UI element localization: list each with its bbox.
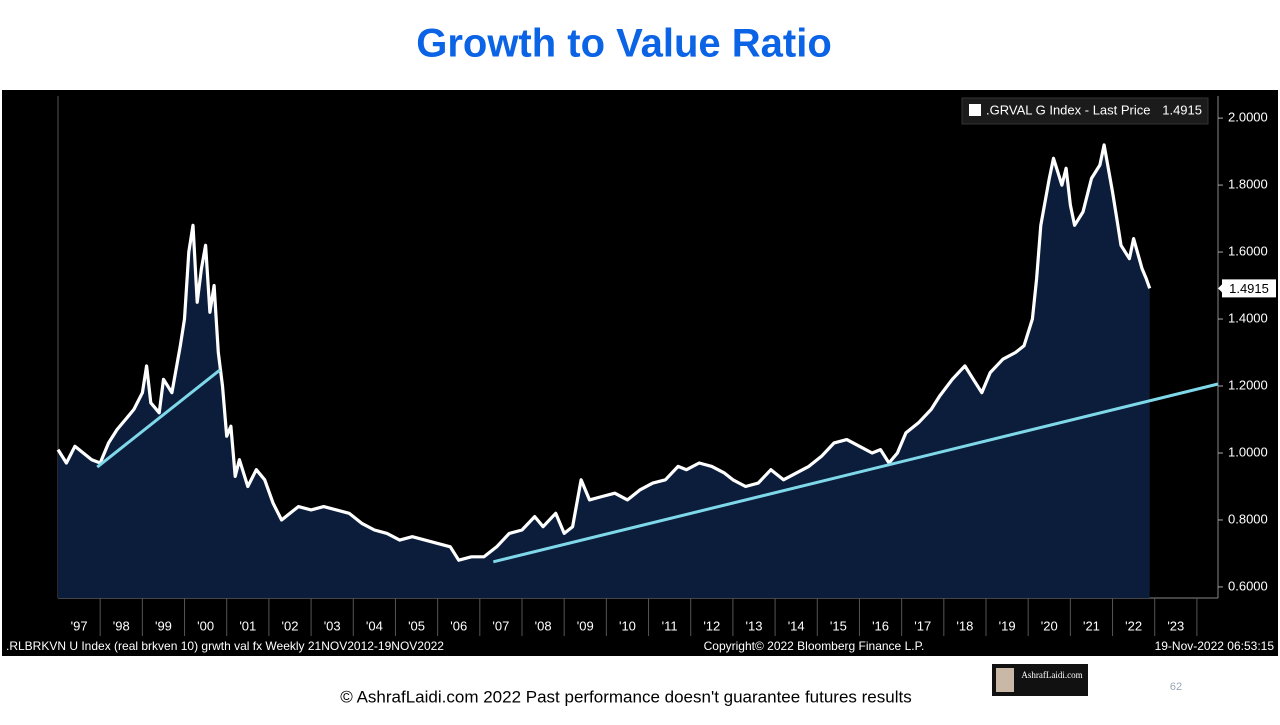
y-tick-label: 0.8000 xyxy=(1228,511,1268,526)
area-fill xyxy=(58,144,1150,598)
y-tick-label: 1.4000 xyxy=(1228,310,1268,325)
x-tick-label: '15 xyxy=(830,618,847,633)
y-tick-label: 2.0000 xyxy=(1228,110,1268,125)
x-tick-label: '02 xyxy=(282,618,299,633)
logo-photo xyxy=(996,668,1014,692)
y-tick-label: 1.2000 xyxy=(1228,377,1268,392)
x-tick-label: '04 xyxy=(366,618,383,633)
legend-box xyxy=(961,97,1209,125)
footer-center: Copyright© 2022 Bloomberg Finance L.P. xyxy=(704,639,925,653)
y-tick-label: 0.6000 xyxy=(1228,578,1268,593)
x-tick-label: '17 xyxy=(914,618,931,633)
x-tick-label: '06 xyxy=(450,618,467,633)
x-tick-label: '16 xyxy=(872,618,889,633)
x-tick-label: '08 xyxy=(535,618,552,633)
x-tick-label: '97 xyxy=(71,618,88,633)
x-tick-label: '11 xyxy=(662,618,678,633)
x-tick-label: '23 xyxy=(1167,618,1184,633)
y-tick-label: 1.6000 xyxy=(1228,243,1268,258)
last-price-label: 1.4915 xyxy=(1229,281,1269,296)
plot: 0.6000 0.8000 1.0000 1.2000 1.4000 1.6000 1.80… xyxy=(6,96,1276,653)
page-number: 62 xyxy=(1170,681,1182,693)
x-tick-label: '03 xyxy=(324,618,341,633)
last-price-tag xyxy=(1222,279,1276,298)
x-tick-label: '98 xyxy=(113,618,130,633)
trendline xyxy=(96,368,221,469)
y-tick-label: 1.8000 xyxy=(1228,177,1268,192)
x-tick-label: '18 xyxy=(956,618,973,633)
x-tick-label: '19 xyxy=(999,618,1016,633)
footer-left: .RLBRKVN U Index (real brkven 10) grwth … xyxy=(6,639,444,653)
legend-label: .GRVAL G Index - Last Price xyxy=(986,102,1151,117)
x-tick-label: '12 xyxy=(703,618,720,633)
disclaimer: © AshrafLaidi.com 2022 Past performance … xyxy=(340,687,911,706)
legend-swatch xyxy=(969,104,981,116)
x-tick-label: '21 xyxy=(1083,618,1100,633)
y-tick-label: 1.0000 xyxy=(1228,444,1268,459)
logo-text: AshrafLaidi.com xyxy=(1021,670,1082,680)
footer-right: 19-Nov-2022 06:53:15 xyxy=(1155,639,1275,653)
x-tick-label: '09 xyxy=(577,618,594,633)
legend-value: 1.4915 xyxy=(1162,102,1202,117)
chart-title: Growth to Value Ratio xyxy=(416,22,832,66)
x-tick-label: '22 xyxy=(1125,618,1142,633)
x-tick-label: '05 xyxy=(408,618,425,633)
x-tick-label: '14 xyxy=(788,618,805,633)
x-tick-label: '01 xyxy=(239,618,256,633)
series-line xyxy=(56,143,1152,562)
x-tick-label: '10 xyxy=(619,618,636,633)
x-tick-label: '20 xyxy=(1041,618,1058,633)
last-price-pointer xyxy=(1218,283,1223,294)
x-tick-label: '99 xyxy=(155,618,172,633)
trendline xyxy=(492,382,1219,564)
x-tick-label: '00 xyxy=(197,618,214,633)
x-tick-label: '13 xyxy=(746,618,763,633)
x-tick-label: '07 xyxy=(492,618,509,633)
